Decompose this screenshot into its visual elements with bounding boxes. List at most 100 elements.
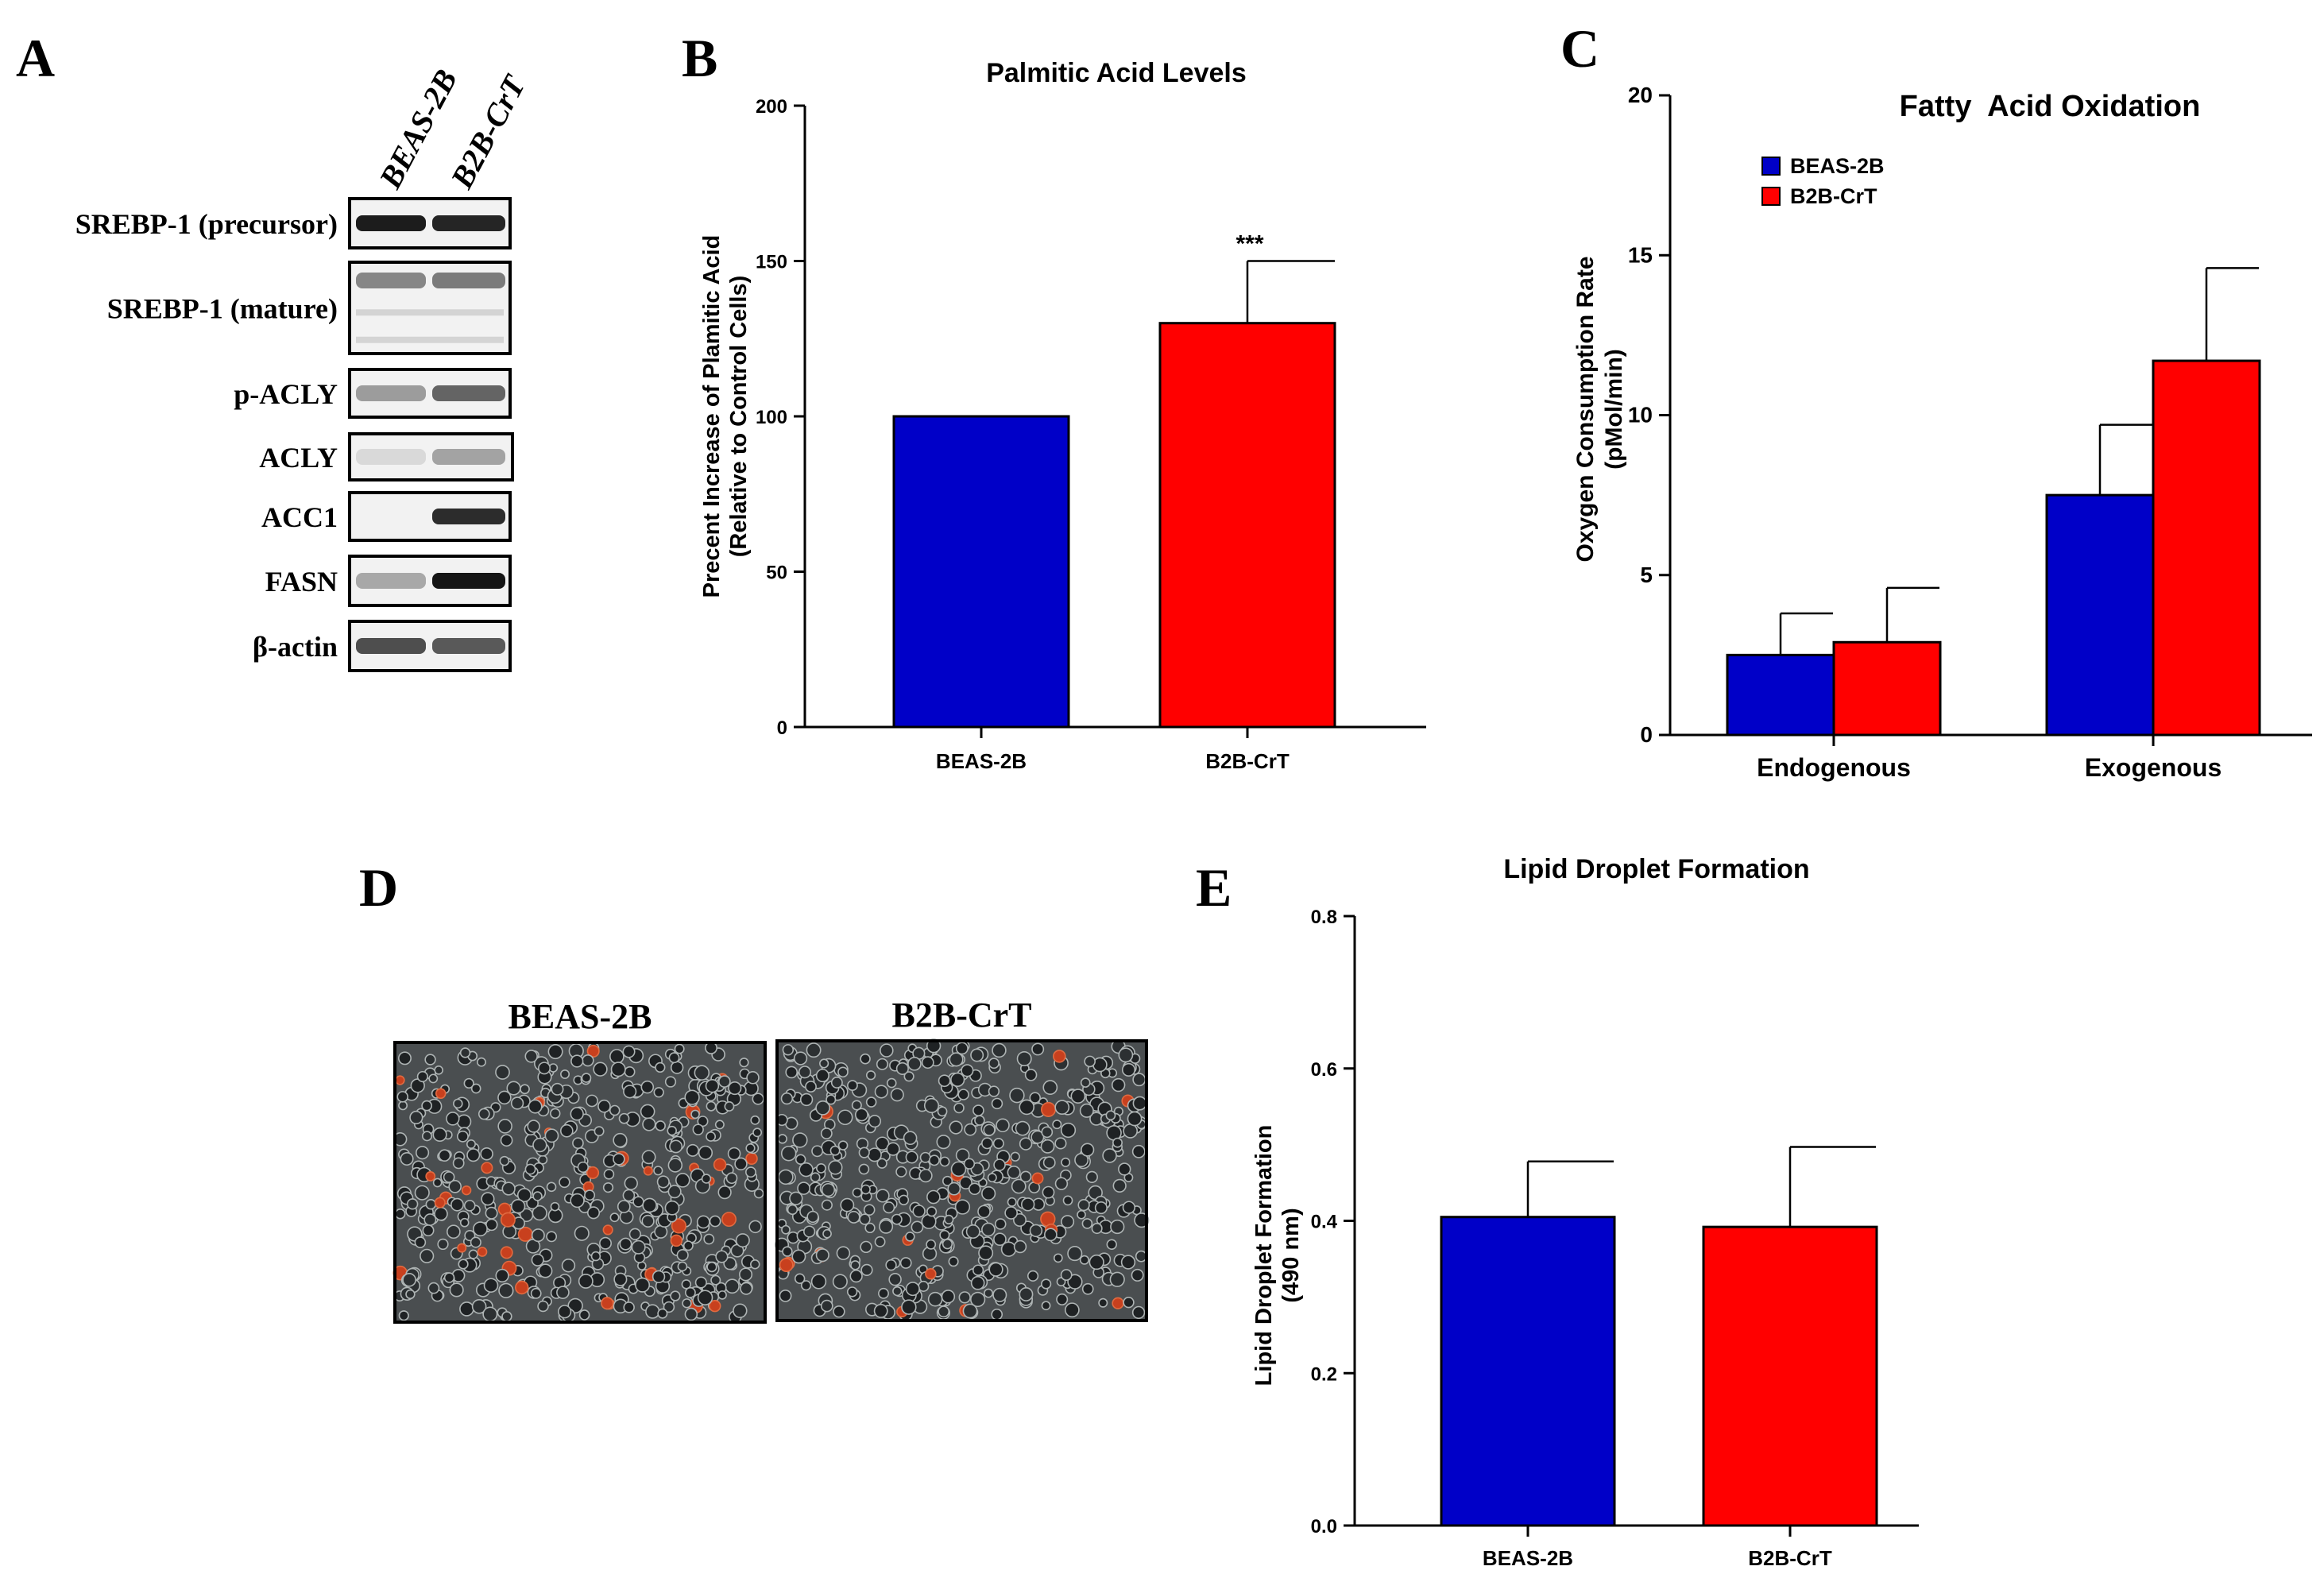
- cell: [506, 1081, 521, 1096]
- cell: [1077, 1209, 1086, 1220]
- x-tick-label: Exogenous: [2085, 753, 2222, 782]
- cell: [1041, 1301, 1051, 1311]
- cell: [991, 1097, 1003, 1110]
- cell: [974, 1115, 985, 1126]
- cell: [656, 1175, 670, 1189]
- cell: [531, 1228, 545, 1243]
- cell: [643, 1166, 653, 1176]
- cell: [879, 1219, 894, 1234]
- y-axis-label: Precent Increase of Plamitic Acid(Relati…: [699, 235, 752, 598]
- cell: [527, 1120, 540, 1133]
- cell: [959, 1176, 973, 1189]
- cell: [799, 1162, 814, 1178]
- cell: [1074, 1153, 1089, 1167]
- cell: [406, 1198, 419, 1210]
- cell: [394, 1209, 406, 1220]
- cell: [1067, 1246, 1083, 1262]
- micrograph-frame: [775, 1039, 1148, 1322]
- cell: [863, 1204, 876, 1216]
- cell: [860, 1240, 872, 1254]
- cell: [667, 1185, 682, 1199]
- cell: [752, 1093, 764, 1105]
- blot-row-label: β-actin: [253, 631, 338, 663]
- cell: [670, 1234, 683, 1247]
- cell: [640, 1104, 655, 1120]
- cell: [937, 1106, 948, 1117]
- cell: [524, 1163, 536, 1175]
- x-tick-label: Endogenous: [1757, 753, 1911, 782]
- cell: [905, 1151, 918, 1164]
- cell: [631, 1239, 646, 1255]
- cell: [962, 1303, 978, 1319]
- cell: [1106, 1239, 1117, 1250]
- blot-band: [356, 273, 426, 288]
- cell: [1044, 1228, 1058, 1242]
- cell: [613, 1153, 625, 1166]
- cell: [777, 1134, 787, 1144]
- cell: [984, 1288, 994, 1298]
- cell: [810, 1172, 821, 1183]
- cell: [953, 1102, 965, 1114]
- cell: [710, 1274, 721, 1286]
- cell: [1053, 1050, 1066, 1063]
- cell: [550, 1201, 560, 1212]
- blot-band: [432, 273, 505, 288]
- cell: [692, 1123, 704, 1135]
- cell: [517, 1226, 533, 1242]
- cell: [558, 1305, 572, 1319]
- cell: [721, 1212, 737, 1228]
- cell: [559, 1176, 570, 1189]
- cell: [538, 1263, 553, 1278]
- cell: [745, 1143, 756, 1154]
- cell: [907, 1057, 922, 1071]
- cell: [463, 1077, 474, 1089]
- cell: [556, 1286, 570, 1299]
- cell: [516, 1188, 532, 1203]
- cell: [806, 1210, 819, 1224]
- cell: [899, 1257, 912, 1269]
- cell: [905, 1232, 915, 1242]
- cell: [830, 1077, 843, 1089]
- cell: [537, 1300, 549, 1313]
- cell: [622, 1189, 636, 1202]
- cell: [495, 1065, 510, 1080]
- cell: [1084, 1055, 1096, 1068]
- cell: [453, 1098, 463, 1109]
- cell: [670, 1290, 681, 1301]
- y-tick-label: 0.6: [1311, 1059, 1337, 1081]
- bar: [2045, 493, 2155, 737]
- cell: [903, 1131, 918, 1146]
- bar: [1158, 322, 1336, 729]
- legend-swatch: [1761, 187, 1781, 206]
- cell: [635, 1277, 651, 1293]
- blot-row-label: ACLY: [259, 442, 338, 474]
- cell: [1123, 1123, 1139, 1139]
- cell: [1042, 1185, 1055, 1199]
- cell: [450, 1197, 464, 1212]
- cell: [414, 1185, 430, 1201]
- cell: [701, 1174, 712, 1184]
- cell: [860, 1263, 873, 1276]
- cell: [501, 1181, 516, 1196]
- cell: [947, 1181, 961, 1196]
- cell: [970, 1048, 984, 1062]
- cell: [1109, 1271, 1125, 1287]
- cell: [498, 1282, 514, 1298]
- y-tick-label: 0.8: [1311, 907, 1337, 928]
- cell: [586, 1094, 598, 1108]
- cell: [977, 1205, 991, 1219]
- micrograph-frame: [393, 1041, 767, 1324]
- cell: [1031, 1042, 1045, 1056]
- cell: [703, 1233, 715, 1245]
- blot-band: [432, 638, 505, 654]
- cell: [779, 1258, 794, 1272]
- y-tick-label: 200: [756, 96, 787, 118]
- cell: [810, 1274, 827, 1290]
- cell: [970, 1275, 985, 1290]
- cell: [1054, 1137, 1067, 1150]
- cell: [1019, 1137, 1033, 1151]
- cell: [531, 1253, 544, 1267]
- cell: [1094, 1201, 1108, 1215]
- cell: [798, 1065, 812, 1079]
- cell: [912, 1205, 926, 1218]
